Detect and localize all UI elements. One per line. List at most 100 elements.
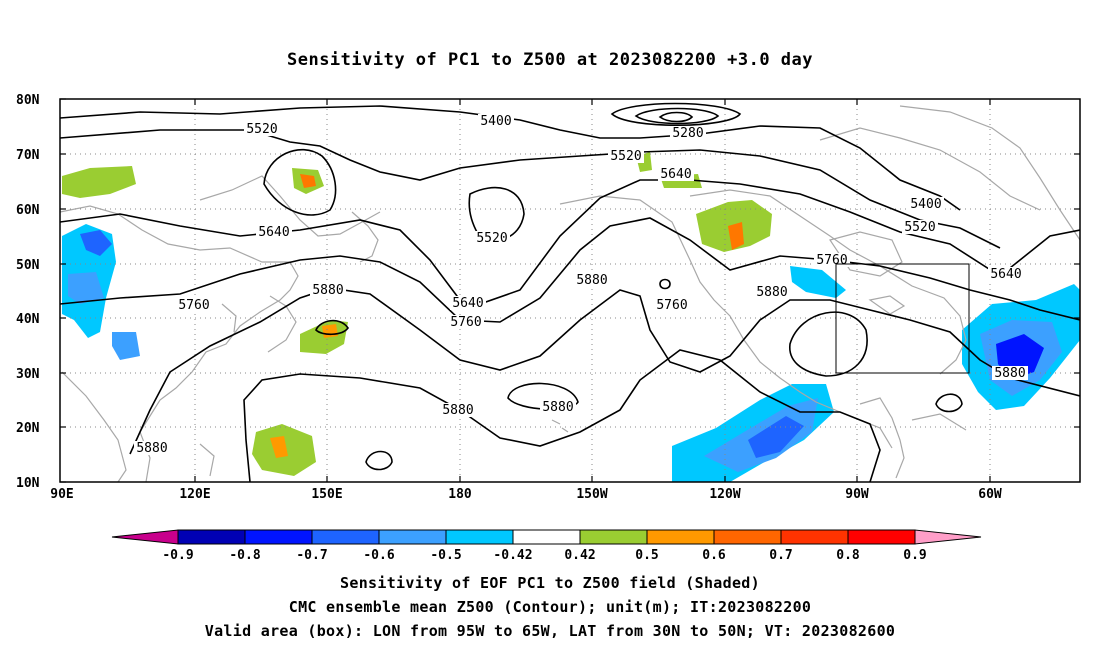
contour-label-5520-c: 5520 xyxy=(904,220,935,235)
shade-positive-core-kuroshio xyxy=(322,324,338,338)
contour-5760-cell-small xyxy=(659,278,671,290)
contour-5880-cell-kuroshio xyxy=(315,319,349,336)
lon-label-120E: 120E xyxy=(179,487,210,502)
colorbar-tick-label: 0.42 xyxy=(564,548,595,563)
contour-label-5640-c: 5640 xyxy=(990,267,1021,282)
lon-label-60W: 60W xyxy=(978,487,1002,502)
colorbar-bin xyxy=(713,529,782,545)
colorbar-bin xyxy=(847,529,916,545)
contour-label-5880-d: 5880 xyxy=(442,403,473,418)
lon-label-90E: 90E xyxy=(50,487,73,502)
contour-5400-line xyxy=(60,105,961,211)
colorbar-tick-label: -0.6 xyxy=(363,548,394,563)
shade-negative-japan-b xyxy=(80,230,112,256)
contour-label-5880-c: 5880 xyxy=(756,285,787,300)
contour-labels: 5520 5400 5280 5520 5640 5400 5520 5640 5520 5760… xyxy=(134,114,1028,456)
caption-line-3: Valid area (box): LON from 95W to 65W, L… xyxy=(204,622,896,640)
lat-label-50N: 50N xyxy=(16,258,40,273)
coastline-asia xyxy=(60,205,299,482)
contour-5520-cell xyxy=(468,186,525,241)
colorbar-bin xyxy=(445,529,514,545)
map-frame xyxy=(59,98,1081,483)
coastline-arctic-islands xyxy=(819,127,1041,211)
contour-label-5520-b-bg xyxy=(608,149,644,163)
contour-5280-ring-2 xyxy=(634,107,720,125)
coastline-kamchatka xyxy=(351,211,379,263)
lat-label-20N: 20N xyxy=(16,421,40,436)
contour-5880-line-south xyxy=(243,349,881,482)
colorbar-tick-label: -0.7 xyxy=(296,548,327,563)
lon-label-180: 180 xyxy=(448,487,472,502)
colorbar-bin xyxy=(646,529,715,545)
contour-label-5640-d-bg xyxy=(450,296,486,310)
colorbar: -0.9 -0.8 -0.7 -0.6 -0.5 -0.42 0.42 0.5 0.6 0.7 0.… xyxy=(111,529,982,563)
coastline-hawaii xyxy=(551,419,569,433)
lat-label-40N: 40N xyxy=(16,312,40,327)
contour-label-5880-f-bg xyxy=(992,366,1028,380)
map-title: Sensitivity of PC1 to Z500 at 2023082200… xyxy=(286,50,813,70)
shade-negative-hudson xyxy=(790,266,846,298)
coastline-hudson-bay xyxy=(829,231,903,277)
colorbar-bin xyxy=(780,529,849,545)
colorbar-tick-label: -0.9 xyxy=(162,548,193,563)
contour-5280-ring-3 xyxy=(658,111,694,123)
contour-label-5880-e: 5880 xyxy=(542,400,573,415)
contour-5280-ring-1 xyxy=(610,102,742,127)
tick-marks xyxy=(60,98,1080,483)
contour-label-5520-d: 5520 xyxy=(476,231,507,246)
contour-label-5760-b: 5760 xyxy=(178,298,209,313)
colorbar-under-triangle xyxy=(111,529,179,545)
contour-label-5880-a: 5880 xyxy=(312,283,343,298)
colorbar-bin xyxy=(512,529,581,545)
contour-label-5640-a-bg xyxy=(658,167,694,181)
contour-label-5640-d: 5640 xyxy=(452,296,483,311)
coastline-great-lakes xyxy=(868,295,906,315)
colorbar-bin xyxy=(311,529,380,545)
contour-label-5520-b: 5520 xyxy=(610,149,641,164)
caption-line-1: Sensitivity of EOF PC1 to Z500 field (Sh… xyxy=(340,574,760,592)
caption-line-2: CMC ensemble mean Z500 (Contour); unit(m… xyxy=(288,598,812,616)
colorbar-tick-label: 0.8 xyxy=(836,548,860,563)
contour-label-5400-a-bg xyxy=(478,114,514,128)
contour-label-5520-d-bg xyxy=(474,231,510,245)
contour-5880-cell-pacific xyxy=(507,382,579,410)
colorbar-tick-label: 0.5 xyxy=(635,548,658,563)
contour-label-5400-b: 5400 xyxy=(910,197,941,212)
contour-label-5640-b: 5640 xyxy=(258,225,289,240)
shade-negative-japan-d xyxy=(112,332,140,360)
colorbar-tick-label: 0.7 xyxy=(769,548,792,563)
colorbar-tick-label: -0.5 xyxy=(430,548,461,563)
contour-label-5640-b-bg xyxy=(256,225,292,239)
contour-5520-line xyxy=(60,129,1001,249)
contour-5880-line-west xyxy=(129,287,1080,455)
coastline-greenland xyxy=(899,105,1080,241)
coastline-southeast-asia xyxy=(61,371,127,482)
contour-label-5640-a: 5640 xyxy=(660,167,691,182)
colorbar-bin xyxy=(244,529,313,545)
valid-area-box xyxy=(835,263,970,374)
lat-label-70N: 70N xyxy=(16,148,40,163)
contour-label-5400-b-bg xyxy=(908,197,944,211)
contour-label-5880-b-bg xyxy=(574,273,610,287)
coastlines xyxy=(60,105,1080,482)
contour-label-5640-c-bg xyxy=(988,267,1024,281)
map-plot-area: 5520 5400 5280 5520 5640 5400 5520 5640 5520 5760… xyxy=(60,99,1080,482)
contour-5880-cell-us xyxy=(789,311,868,377)
contour-label-5880-f: 5880 xyxy=(994,366,1025,381)
contour-label-5760-b-bg xyxy=(176,298,212,312)
lon-label-90W: 90W xyxy=(845,487,869,502)
contour-label-5760-a: 5760 xyxy=(816,253,847,268)
contour-label-5880-a-bg xyxy=(310,283,346,297)
contour-label-5760-e-bg xyxy=(654,298,690,312)
shade-negative-japan-c xyxy=(68,272,104,304)
coastline-siberia xyxy=(199,175,381,237)
shade-positive-core-okhotsk xyxy=(300,174,316,188)
coastline-korea xyxy=(221,303,237,333)
colorbar-bin xyxy=(579,529,648,545)
contour-label-5880-e-bg xyxy=(540,400,576,414)
contour-label-5520-a: 5520 xyxy=(246,122,277,137)
contour-label-5760-c-bg xyxy=(448,315,484,329)
lat-axis-labels: 80N 70N 60N 50N 40N 30N 20N 10N xyxy=(16,93,40,491)
colorbar-bin xyxy=(177,529,246,545)
